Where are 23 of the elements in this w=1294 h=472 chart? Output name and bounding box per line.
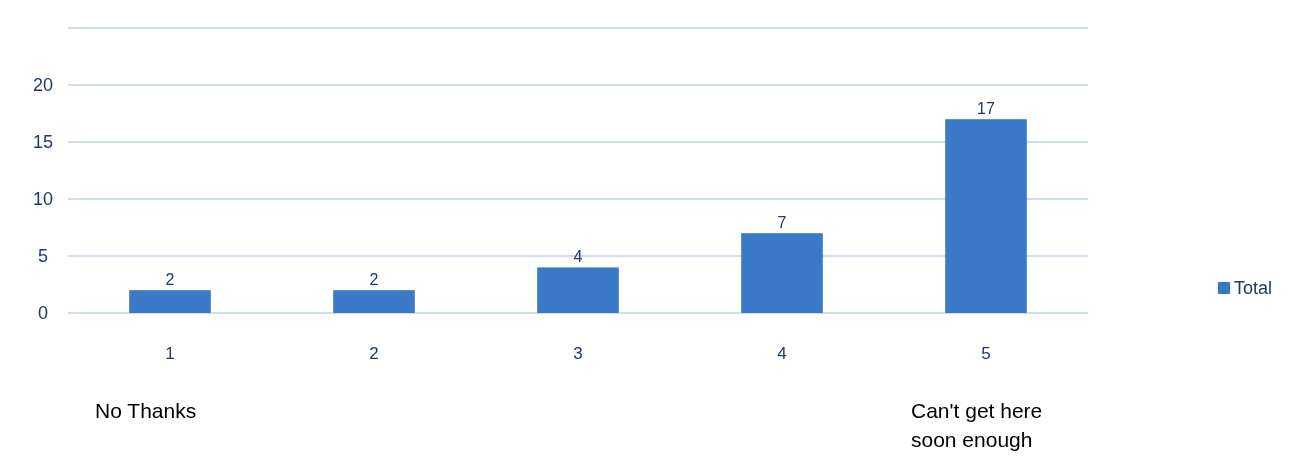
- bar: [333, 290, 415, 313]
- bar: [537, 267, 619, 313]
- text: No Thanks: [95, 399, 197, 422]
- x-tick-label: 1: [165, 343, 175, 363]
- y-tick-label: 0: [37, 303, 49, 324]
- y-tick-label: 10: [32, 189, 54, 210]
- legend-label: Total: [1234, 278, 1273, 299]
- x-tick-label: 5: [981, 343, 991, 363]
- x-tick-label: 3: [573, 343, 583, 363]
- y-tick-label: 20: [32, 75, 54, 96]
- data-label: 2: [369, 271, 379, 289]
- data-label: 2: [165, 271, 175, 289]
- y-tick-label: 5: [37, 246, 49, 267]
- data-label: 17: [977, 100, 995, 118]
- bar: [741, 233, 823, 313]
- data-label: 4: [573, 248, 583, 266]
- x-tick-label: 2: [369, 343, 379, 363]
- bar: [129, 290, 211, 313]
- x-tick-label: 4: [777, 343, 787, 363]
- y-tick-label: 15: [32, 132, 54, 153]
- text: Can't get here soon enough: [911, 399, 1043, 451]
- data-label: 7: [777, 214, 787, 232]
- bar: [945, 119, 1027, 313]
